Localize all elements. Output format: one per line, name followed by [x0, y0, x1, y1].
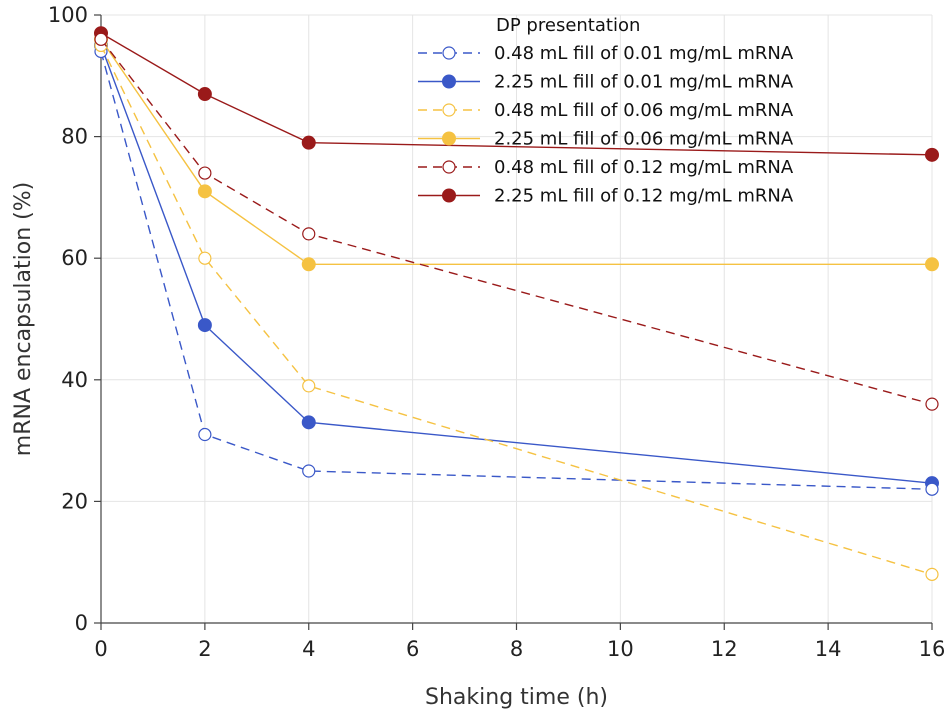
legend-marker-4 — [442, 160, 456, 174]
series-2-point-1 — [198, 251, 212, 265]
legend-marker-2 — [442, 103, 456, 117]
series-5-point-1 — [197, 87, 212, 102]
series-5-point-3 — [925, 147, 939, 162]
x-tick-label-5: 10 — [607, 637, 634, 661]
legend-marker-1 — [442, 74, 456, 89]
legend-entry-4: 0.48 mL fill of 0.12 mg/mL mRNA — [418, 157, 794, 178]
series-3-point-3 — [925, 257, 939, 272]
legend-entry-3: 2.25 mL fill of 0.06 mg/mL mRNA — [418, 129, 794, 150]
legend-label-3: 2.25 mL fill of 0.06 mg/mL mRNA — [494, 129, 794, 150]
series-line-3 — [100, 38, 932, 265]
grid-lines — [100, 14, 933, 624]
series-line-5 — [100, 32, 933, 156]
series-4-point-2 — [302, 227, 316, 241]
series-3-point-2 — [301, 257, 316, 272]
legend-marker-5 — [442, 188, 456, 203]
series-5-point-2 — [301, 135, 316, 150]
legend-marker-3 — [442, 131, 456, 146]
legend-entry-5: 2.25 mL fill of 0.12 mg/mL mRNA — [418, 186, 794, 207]
series-line-4 — [100, 38, 933, 405]
y-tick-label-5: 100 — [48, 3, 88, 27]
x-tick-label-6: 12 — [711, 637, 738, 661]
series-4 — [94, 32, 939, 411]
y-tick-label-4: 80 — [61, 125, 88, 149]
series-layer — [94, 26, 939, 581]
series-2-point-3 — [925, 567, 939, 581]
series-2-point-2 — [302, 379, 316, 393]
legend-title: DP presentation — [496, 15, 640, 36]
series-3-point-1 — [197, 184, 212, 199]
axes: 0 2 4 6 8 10 12 14 16 0 20 40 60 80 100 — [48, 3, 944, 661]
y-axis-title: mRNA encapsulation (%) — [11, 182, 36, 456]
legend-label-1: 2.25 mL fill of 0.01 mg/mL mRNA — [494, 72, 794, 93]
legend-entry-2: 0.48 mL fill of 0.06 mg/mL mRNA — [418, 100, 794, 121]
y-tick-label-1: 20 — [61, 489, 88, 513]
x-tick-label-2: 4 — [302, 637, 315, 661]
y-tick-label-0: 0 — [75, 611, 88, 635]
series-1-point-1 — [197, 318, 212, 333]
legend-marker-0 — [442, 46, 456, 60]
x-axis-title: Shaking time (h) — [425, 685, 608, 710]
y-tick-label-2: 40 — [61, 368, 88, 392]
series-4-point-1 — [198, 166, 212, 180]
legend-entry-1: 2.25 mL fill of 0.01 mg/mL mRNA — [418, 72, 794, 93]
y-tick-label-3: 60 — [61, 246, 88, 270]
legend-entry-0: 0.48 mL fill of 0.01 mg/mL mRNA — [418, 43, 794, 64]
legend-label-2: 0.48 mL fill of 0.06 mg/mL mRNA — [494, 100, 794, 121]
legend: DP presentation 0.48 mL fill of 0.01 mg/… — [418, 15, 794, 207]
series-0-point-2 — [302, 464, 316, 478]
series-1-point-2 — [301, 415, 316, 430]
series-0-point-1 — [198, 427, 212, 442]
series-line-2 — [100, 45, 933, 576]
x-tick-label-7: 14 — [815, 637, 842, 661]
x-tick-label-3: 6 — [406, 637, 419, 661]
legend-label-5: 2.25 mL fill of 0.12 mg/mL mRNA — [494, 186, 794, 207]
series-0-point-3 — [925, 482, 939, 496]
x-tick-label-4: 8 — [510, 637, 523, 661]
series-4-point-0 — [94, 32, 108, 46]
legend-label-0: 0.48 mL fill of 0.01 mg/mL mRNA — [494, 43, 794, 64]
x-tick-label-1: 2 — [198, 637, 211, 661]
series-4-point-3 — [925, 397, 939, 411]
x-tick-label-8: 16 — [919, 637, 944, 661]
x-tick-label-0: 0 — [94, 637, 107, 661]
legend-label-4: 0.48 mL fill of 0.12 mg/mL mRNA — [494, 157, 794, 178]
series-line-1 — [100, 45, 933, 484]
